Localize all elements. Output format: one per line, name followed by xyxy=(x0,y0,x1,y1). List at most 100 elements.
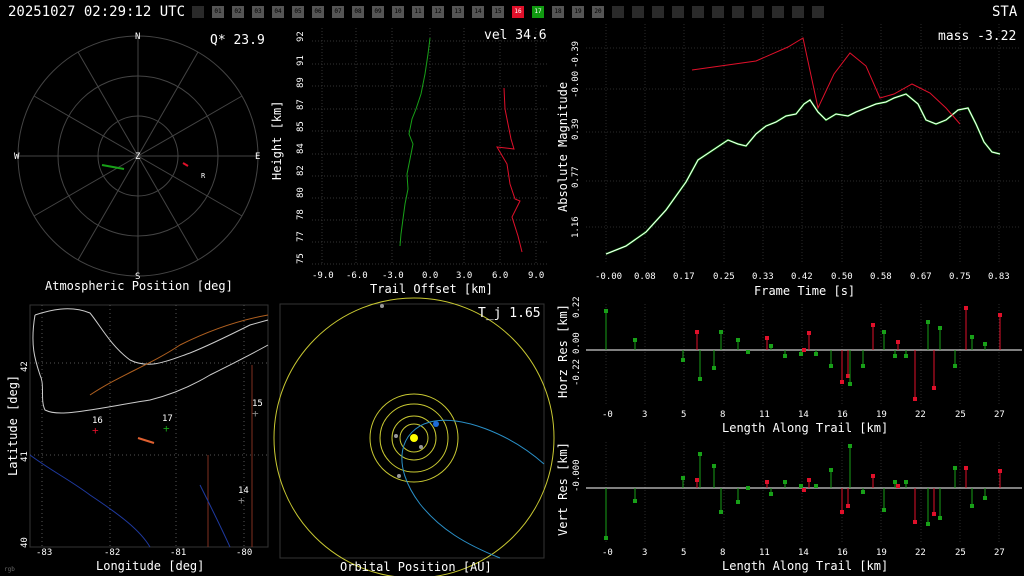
station-indicator: 20 xyxy=(592,6,604,18)
vert-xtick: 8 xyxy=(720,548,726,558)
vert-xtick: 3 xyxy=(642,548,648,558)
sky-green-trail xyxy=(101,164,125,170)
vert-xlabel: Length Along Trail [km] xyxy=(722,559,889,573)
height-plot: vel 34.6 xyxy=(312,28,548,265)
sky-red-trail xyxy=(182,162,189,167)
horz-residual-plot xyxy=(586,304,1022,404)
vert-xtick: 16 xyxy=(837,548,848,558)
station-indicator: 03 xyxy=(252,6,264,18)
map-xtick: -81 xyxy=(170,548,187,558)
residual-point xyxy=(829,468,833,472)
residual-point xyxy=(893,354,897,358)
horz-xtick: 8 xyxy=(720,410,726,420)
map-xtick: -83 xyxy=(36,548,53,558)
residual-point xyxy=(861,364,865,368)
residual-point xyxy=(970,335,974,339)
magnitude-xtick: 0.50 xyxy=(831,272,853,282)
vert-xtick: -0 xyxy=(602,548,613,558)
residual-point xyxy=(953,364,957,368)
station-indicator: 13 xyxy=(452,6,464,18)
county-line xyxy=(207,365,253,547)
height-ylabel: Height [km] xyxy=(270,100,284,180)
horz-xtick: -0 xyxy=(602,410,613,420)
station-indicator xyxy=(632,6,644,18)
map-xlabel: Longitude [deg] xyxy=(96,559,205,573)
residual-point xyxy=(746,486,750,490)
residual-point xyxy=(840,510,844,514)
station-17-label: 17 xyxy=(162,414,173,424)
horz-xtick: 14 xyxy=(798,410,809,420)
magnitude-xtick: -0.00 xyxy=(595,272,623,282)
station-indicator xyxy=(672,6,684,18)
orbit-caption: Orbital Position [AU] xyxy=(340,560,492,574)
residual-point xyxy=(799,484,803,488)
height-xlabel: Trail Offset [km] xyxy=(370,282,493,296)
residual-point xyxy=(926,522,930,526)
horz-xtick: 3 xyxy=(642,410,648,420)
residual-point xyxy=(719,510,723,514)
residual-point xyxy=(802,348,806,352)
vert-xtick: 27 xyxy=(994,548,1005,558)
height-ytick: 78 xyxy=(296,209,306,220)
station-indicator: 05 xyxy=(292,6,304,18)
height-xtick: -9.0 xyxy=(312,271,334,281)
west-label: W xyxy=(14,152,20,162)
station-indicator: 10 xyxy=(392,6,404,18)
station-indicator: 02 xyxy=(232,6,244,18)
residual-point xyxy=(904,354,908,358)
magnitude-xtick: 0.42 xyxy=(791,272,813,282)
residual-point xyxy=(695,330,699,334)
station-indicator xyxy=(692,6,704,18)
height-xtick: -3.0 xyxy=(382,271,404,281)
magnitude-xtick: 0.75 xyxy=(949,272,971,282)
east-label: E xyxy=(255,152,260,162)
residual-point xyxy=(953,466,957,470)
magnitude-ytick: -0.39 xyxy=(571,40,581,68)
height-xtick: 0.0 xyxy=(422,271,439,281)
residual-point xyxy=(698,377,702,381)
horz-xtick: 11 xyxy=(759,410,770,420)
station-indicator: 19 xyxy=(572,6,584,18)
residual-point xyxy=(783,480,787,484)
station-code: STA xyxy=(992,4,1018,20)
magnitude-white-curve xyxy=(605,93,1001,255)
station-indicator xyxy=(752,6,764,18)
magnitude-xtick: 0.58 xyxy=(870,272,892,282)
height-ytick: 77 xyxy=(296,231,306,242)
south-label: S xyxy=(135,272,140,282)
station-indicator: 14 xyxy=(472,6,484,18)
residual-point xyxy=(695,478,699,482)
vert-xtick: 25 xyxy=(955,548,966,558)
station-indicator: 08 xyxy=(352,6,364,18)
residual-point xyxy=(983,342,987,346)
vert-xtick: 11 xyxy=(759,548,770,558)
magnitude-xtick: 0.25 xyxy=(713,272,735,282)
residual-point xyxy=(807,478,811,482)
sky-value-label: Q* 23.9 xyxy=(210,33,265,48)
station-14-label: 14 xyxy=(238,486,249,496)
vert-xtick: 19 xyxy=(876,548,887,558)
vert-xtick: 14 xyxy=(798,548,809,558)
magnitude-ytick: 0.39 xyxy=(571,118,581,140)
station-indicator xyxy=(792,6,804,18)
residual-point xyxy=(896,484,900,488)
station-indicator: 06 xyxy=(312,6,324,18)
horz-ytick: 0.22 xyxy=(572,296,582,318)
horz-ytick: -0.22 xyxy=(572,358,582,386)
residual-point xyxy=(896,340,900,344)
vert-xtick: 22 xyxy=(915,548,926,558)
residual-point xyxy=(633,499,637,503)
residual-point xyxy=(736,500,740,504)
map-trail xyxy=(137,437,155,444)
planet-icon xyxy=(394,434,398,438)
station-indicator: 01 xyxy=(212,6,224,18)
timestamp: 20251027 02:29:12 UTC xyxy=(8,4,186,20)
residual-point xyxy=(765,336,769,340)
sky-marker-label: R xyxy=(201,172,206,180)
height-ytick: 87 xyxy=(296,99,306,110)
residual-point xyxy=(712,464,716,468)
residual-point xyxy=(983,496,987,500)
magnitude-xtick: 0.67 xyxy=(910,272,932,282)
residual-point xyxy=(846,374,850,378)
station-indicator xyxy=(192,6,204,18)
